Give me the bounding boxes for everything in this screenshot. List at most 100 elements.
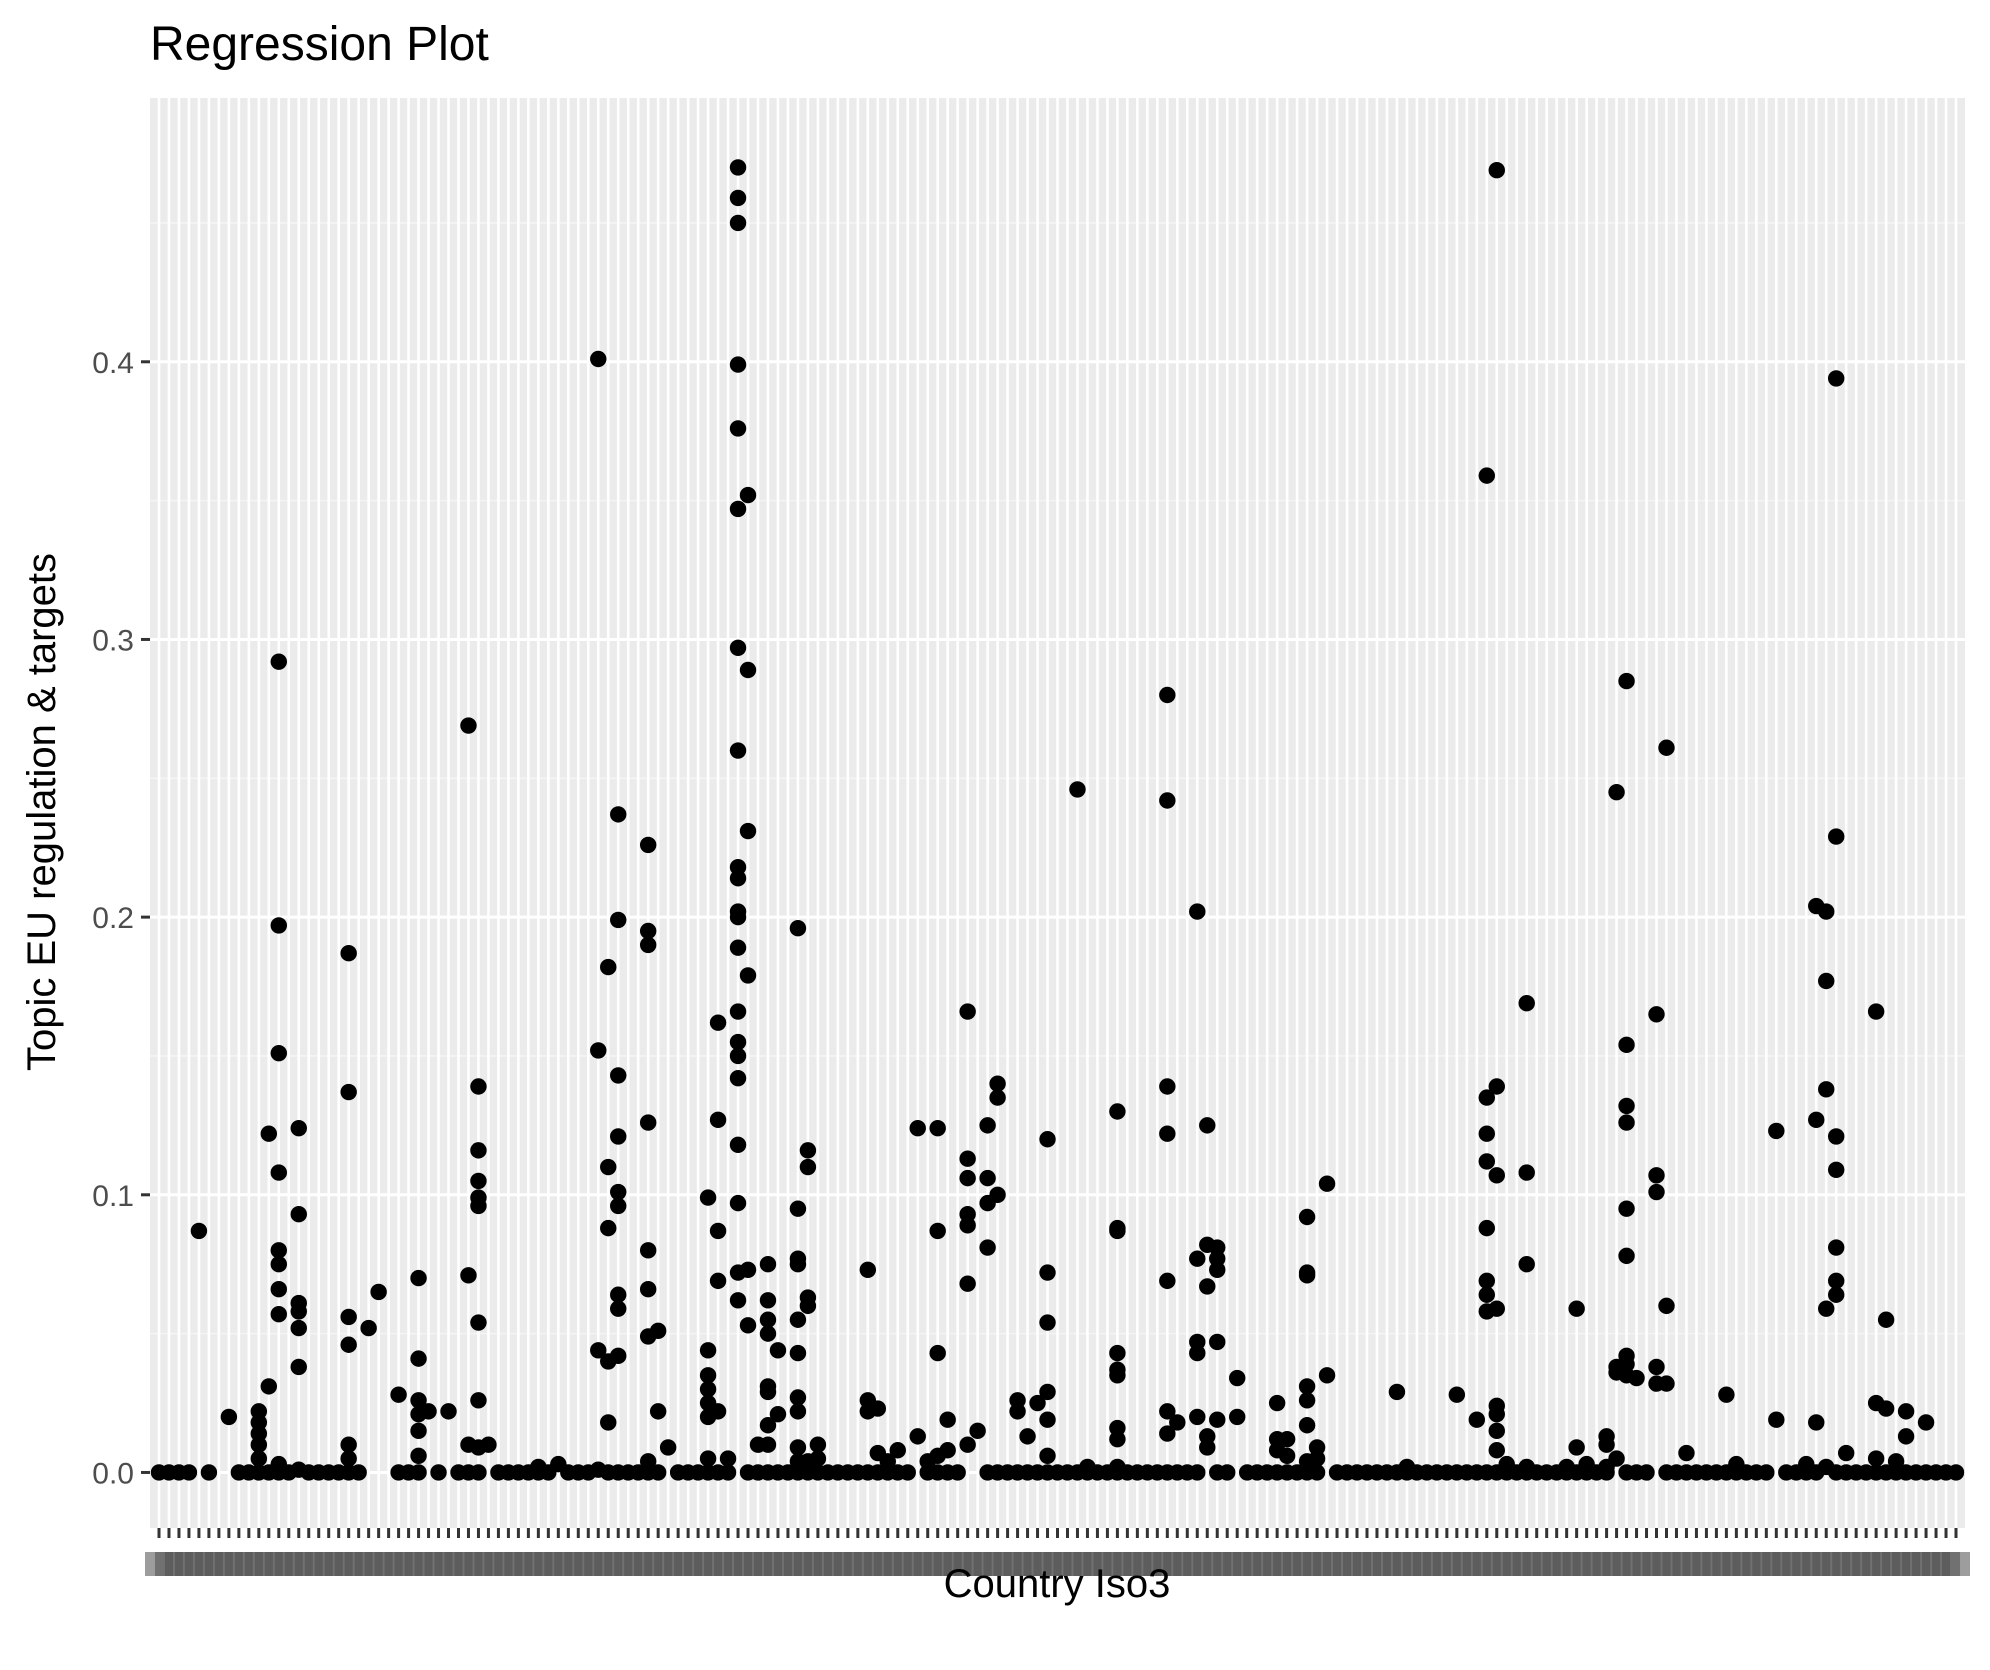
data-point — [180, 1464, 198, 1481]
y-tick-label: 0.4 — [92, 347, 134, 380]
data-point — [1867, 1450, 1885, 1467]
data-point — [1308, 1450, 1326, 1467]
data-point — [1159, 686, 1176, 704]
data-point — [1298, 1417, 1316, 1434]
data-point — [1488, 1442, 1505, 1459]
data-point — [1468, 1411, 1486, 1428]
data-point — [759, 1256, 777, 1273]
data-point — [1618, 1247, 1635, 1265]
data-point — [1039, 1264, 1056, 1281]
data-point — [799, 1142, 817, 1159]
data-point — [709, 1222, 727, 1240]
data-point — [590, 1042, 607, 1059]
data-point — [789, 1403, 807, 1420]
data-point — [739, 1317, 757, 1334]
data-point — [1019, 1428, 1036, 1445]
data-point — [1488, 1078, 1505, 1095]
data-point — [809, 1436, 827, 1453]
data-point — [729, 214, 747, 232]
data-point — [979, 1117, 996, 1134]
data-point — [1897, 1428, 1915, 1445]
data-point — [869, 1400, 886, 1417]
data-point — [270, 1164, 287, 1181]
data-point — [739, 486, 757, 504]
data-point — [729, 1069, 747, 1087]
data-point — [270, 1305, 287, 1323]
data-point — [1837, 1444, 1855, 1462]
data-point — [1298, 1378, 1316, 1395]
data-point — [699, 1450, 717, 1467]
data-point — [430, 1464, 447, 1481]
data-point — [1618, 1114, 1635, 1131]
data-point — [1069, 781, 1086, 798]
data-point — [610, 1347, 627, 1365]
data-point — [1568, 1439, 1585, 1456]
data-point — [789, 1344, 807, 1362]
data-point — [1159, 1403, 1176, 1420]
data-point — [1199, 1278, 1216, 1295]
data-point — [600, 1219, 617, 1237]
data-point — [1318, 1367, 1336, 1384]
data-point — [250, 1450, 268, 1467]
data-point — [470, 1078, 487, 1095]
data-point — [1648, 1358, 1665, 1376]
data-point — [590, 350, 607, 368]
data-point — [699, 1367, 717, 1384]
data-point — [759, 1292, 777, 1309]
data-point — [1897, 1403, 1915, 1420]
data-point — [729, 1136, 747, 1154]
data-point — [1648, 1006, 1665, 1023]
data-point — [1169, 1414, 1186, 1431]
data-point — [1478, 1219, 1495, 1237]
data-point — [709, 1272, 727, 1290]
data-point — [1039, 1314, 1056, 1331]
data-point — [1488, 1422, 1505, 1440]
data-point — [979, 1169, 996, 1187]
data-point — [290, 1303, 307, 1320]
data-point — [1478, 467, 1495, 484]
data-point — [1189, 903, 1206, 920]
data-point — [1658, 739, 1675, 756]
data-point — [729, 420, 747, 437]
data-point — [1009, 1403, 1026, 1420]
data-point — [1488, 1167, 1505, 1184]
data-point — [1109, 1344, 1126, 1362]
y-axis: 0.0 0.1 0.2 0.3 0.4 — [92, 347, 150, 1490]
data-point — [1189, 1408, 1206, 1426]
y-tick-label: 0.2 — [92, 902, 134, 935]
data-point — [729, 639, 747, 656]
data-point — [1808, 1414, 1825, 1431]
data-point — [889, 1442, 906, 1459]
data-point — [719, 1464, 737, 1481]
data-point — [909, 1428, 926, 1445]
data-point — [610, 806, 627, 823]
data-point — [1278, 1430, 1296, 1448]
data-point — [639, 1242, 657, 1259]
data-point — [759, 1311, 777, 1328]
data-point — [370, 1283, 387, 1301]
data-point — [1678, 1444, 1695, 1462]
data-point — [1648, 1183, 1665, 1201]
data-point — [1029, 1394, 1046, 1412]
data-point — [610, 911, 627, 929]
data-point — [639, 1114, 657, 1131]
data-point — [1159, 1425, 1176, 1442]
y-tick-label: 0.3 — [92, 624, 134, 657]
y-tick-label: 0.0 — [92, 1457, 134, 1490]
data-point — [470, 1392, 487, 1409]
data-point — [410, 1422, 427, 1440]
data-point — [1318, 1175, 1336, 1192]
data-point — [1518, 1256, 1535, 1273]
data-point — [1229, 1408, 1246, 1426]
data-point — [859, 1261, 877, 1278]
data-point — [1109, 1103, 1126, 1120]
data-point — [639, 1281, 657, 1298]
data-point — [1808, 1111, 1825, 1129]
data-point — [989, 1089, 1006, 1106]
data-point — [250, 1436, 268, 1453]
data-point — [470, 1314, 487, 1331]
data-point — [1039, 1411, 1056, 1428]
data-point — [759, 1417, 777, 1434]
data-point — [959, 1150, 976, 1167]
